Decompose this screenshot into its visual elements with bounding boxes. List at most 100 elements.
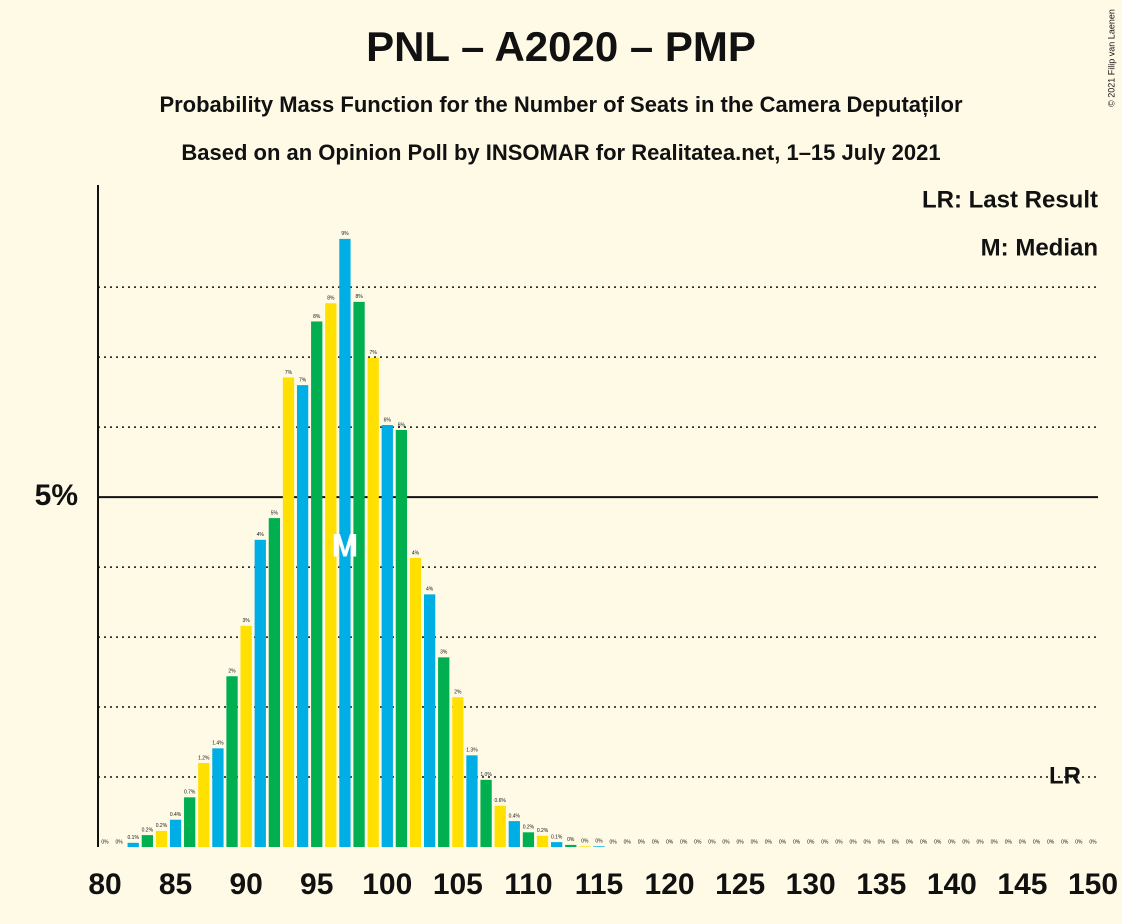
- value-label: 0.2%: [156, 823, 168, 829]
- last-result-marker: LR: [1049, 762, 1081, 789]
- bar: [240, 625, 252, 847]
- x-tick-label: 115: [575, 868, 623, 901]
- value-label: 8%: [355, 294, 363, 300]
- value-label: 0.7%: [184, 790, 196, 796]
- value-label: 0%: [1019, 839, 1027, 845]
- bar: [169, 819, 182, 847]
- value-label: 0%: [779, 839, 787, 845]
- x-tick-label: 105: [433, 868, 483, 901]
- value-label: 0%: [1089, 839, 1097, 845]
- bar: [452, 697, 464, 847]
- value-label: 0%: [920, 839, 928, 845]
- bar: [494, 805, 506, 847]
- value-label: 0%: [1075, 839, 1083, 845]
- bar: [198, 763, 210, 847]
- bar: [367, 357, 379, 847]
- bar: [296, 385, 309, 847]
- value-label: 0%: [1047, 839, 1055, 845]
- value-label: 1.0%: [480, 772, 492, 778]
- value-label: 4%: [426, 587, 434, 593]
- value-label: 0%: [962, 839, 970, 845]
- bar: [423, 594, 436, 847]
- chart-subtitle-2: Based on an Opinion Poll by INSOMAR for …: [181, 140, 940, 165]
- value-label: 0%: [934, 839, 942, 845]
- value-label: 0.2%: [523, 825, 535, 831]
- value-label: 8%: [313, 314, 321, 320]
- value-label: 0%: [666, 839, 674, 845]
- value-label: 0%: [751, 839, 759, 845]
- bar: [508, 821, 520, 847]
- value-label: 0%: [864, 839, 872, 845]
- x-tick-label: 100: [362, 868, 412, 901]
- x-tick-label: 150: [1068, 868, 1118, 901]
- value-label: 1.2%: [198, 755, 210, 761]
- value-label: 0%: [849, 839, 857, 845]
- value-label: 0%: [948, 839, 956, 845]
- value-label: 5%: [271, 510, 279, 516]
- value-label: 0%: [694, 839, 702, 845]
- value-label: 0%: [976, 839, 984, 845]
- legend-lr: LR: Last Result: [922, 186, 1098, 213]
- value-label: 0%: [1061, 839, 1069, 845]
- bar: [480, 779, 492, 847]
- x-tick-label: 135: [856, 868, 906, 901]
- median-marker: M: [332, 527, 359, 563]
- copyright: © 2021 Filip van Laenen: [1106, 9, 1116, 107]
- value-label: 0%: [765, 839, 773, 845]
- bar: [579, 846, 591, 847]
- x-tick-label: 95: [300, 868, 333, 901]
- x-tick-label: 145: [997, 868, 1047, 901]
- x-tick-label: 80: [88, 868, 121, 901]
- value-label: 4%: [257, 532, 265, 538]
- x-tick-label: 140: [927, 868, 977, 901]
- bar: [339, 238, 351, 847]
- value-label: 2%: [454, 690, 462, 696]
- bar: [409, 557, 422, 847]
- value-label: 0%: [892, 839, 900, 845]
- bar: [565, 844, 577, 847]
- value-label: 0.4%: [509, 813, 521, 819]
- bar: [381, 425, 393, 847]
- value-label: 0%: [878, 839, 886, 845]
- bar: [353, 301, 365, 847]
- value-label: 0%: [1033, 839, 1041, 845]
- value-label: 0%: [708, 839, 716, 845]
- value-label: 1.3%: [466, 748, 478, 754]
- value-label: 1.4%: [212, 741, 224, 747]
- value-label: 6%: [384, 417, 392, 423]
- value-label: 0%: [737, 839, 745, 845]
- value-label: 0%: [991, 839, 999, 845]
- bar: [212, 748, 224, 847]
- bar: [466, 755, 478, 847]
- value-label: 0.6%: [494, 798, 506, 804]
- value-label: 0.1%: [128, 835, 140, 841]
- bar: [155, 830, 168, 847]
- value-label: 2%: [228, 669, 236, 675]
- y-tick-label: 5%: [35, 479, 78, 512]
- bar: [395, 429, 408, 847]
- bar: [438, 657, 450, 847]
- bar: [282, 377, 295, 847]
- bar: [226, 676, 238, 847]
- value-label: 0%: [1005, 839, 1013, 845]
- value-label: 0%: [680, 839, 688, 845]
- bar: [141, 835, 153, 847]
- value-label: 8%: [327, 296, 335, 302]
- value-label: 0%: [115, 839, 123, 845]
- value-label: 0%: [567, 837, 575, 843]
- value-label: 0%: [652, 839, 660, 845]
- bar: [184, 797, 196, 847]
- value-label: 0.4%: [170, 812, 182, 818]
- bar: [311, 321, 323, 848]
- bar: [536, 835, 549, 847]
- x-tick-label: 120: [645, 868, 695, 901]
- value-label: 0%: [906, 839, 914, 845]
- value-label: 0%: [807, 839, 815, 845]
- value-label: 0%: [101, 839, 109, 845]
- bar: [254, 539, 266, 847]
- value-label: 0%: [581, 839, 589, 845]
- x-tick-label: 130: [786, 868, 836, 901]
- value-label: 0%: [595, 839, 603, 845]
